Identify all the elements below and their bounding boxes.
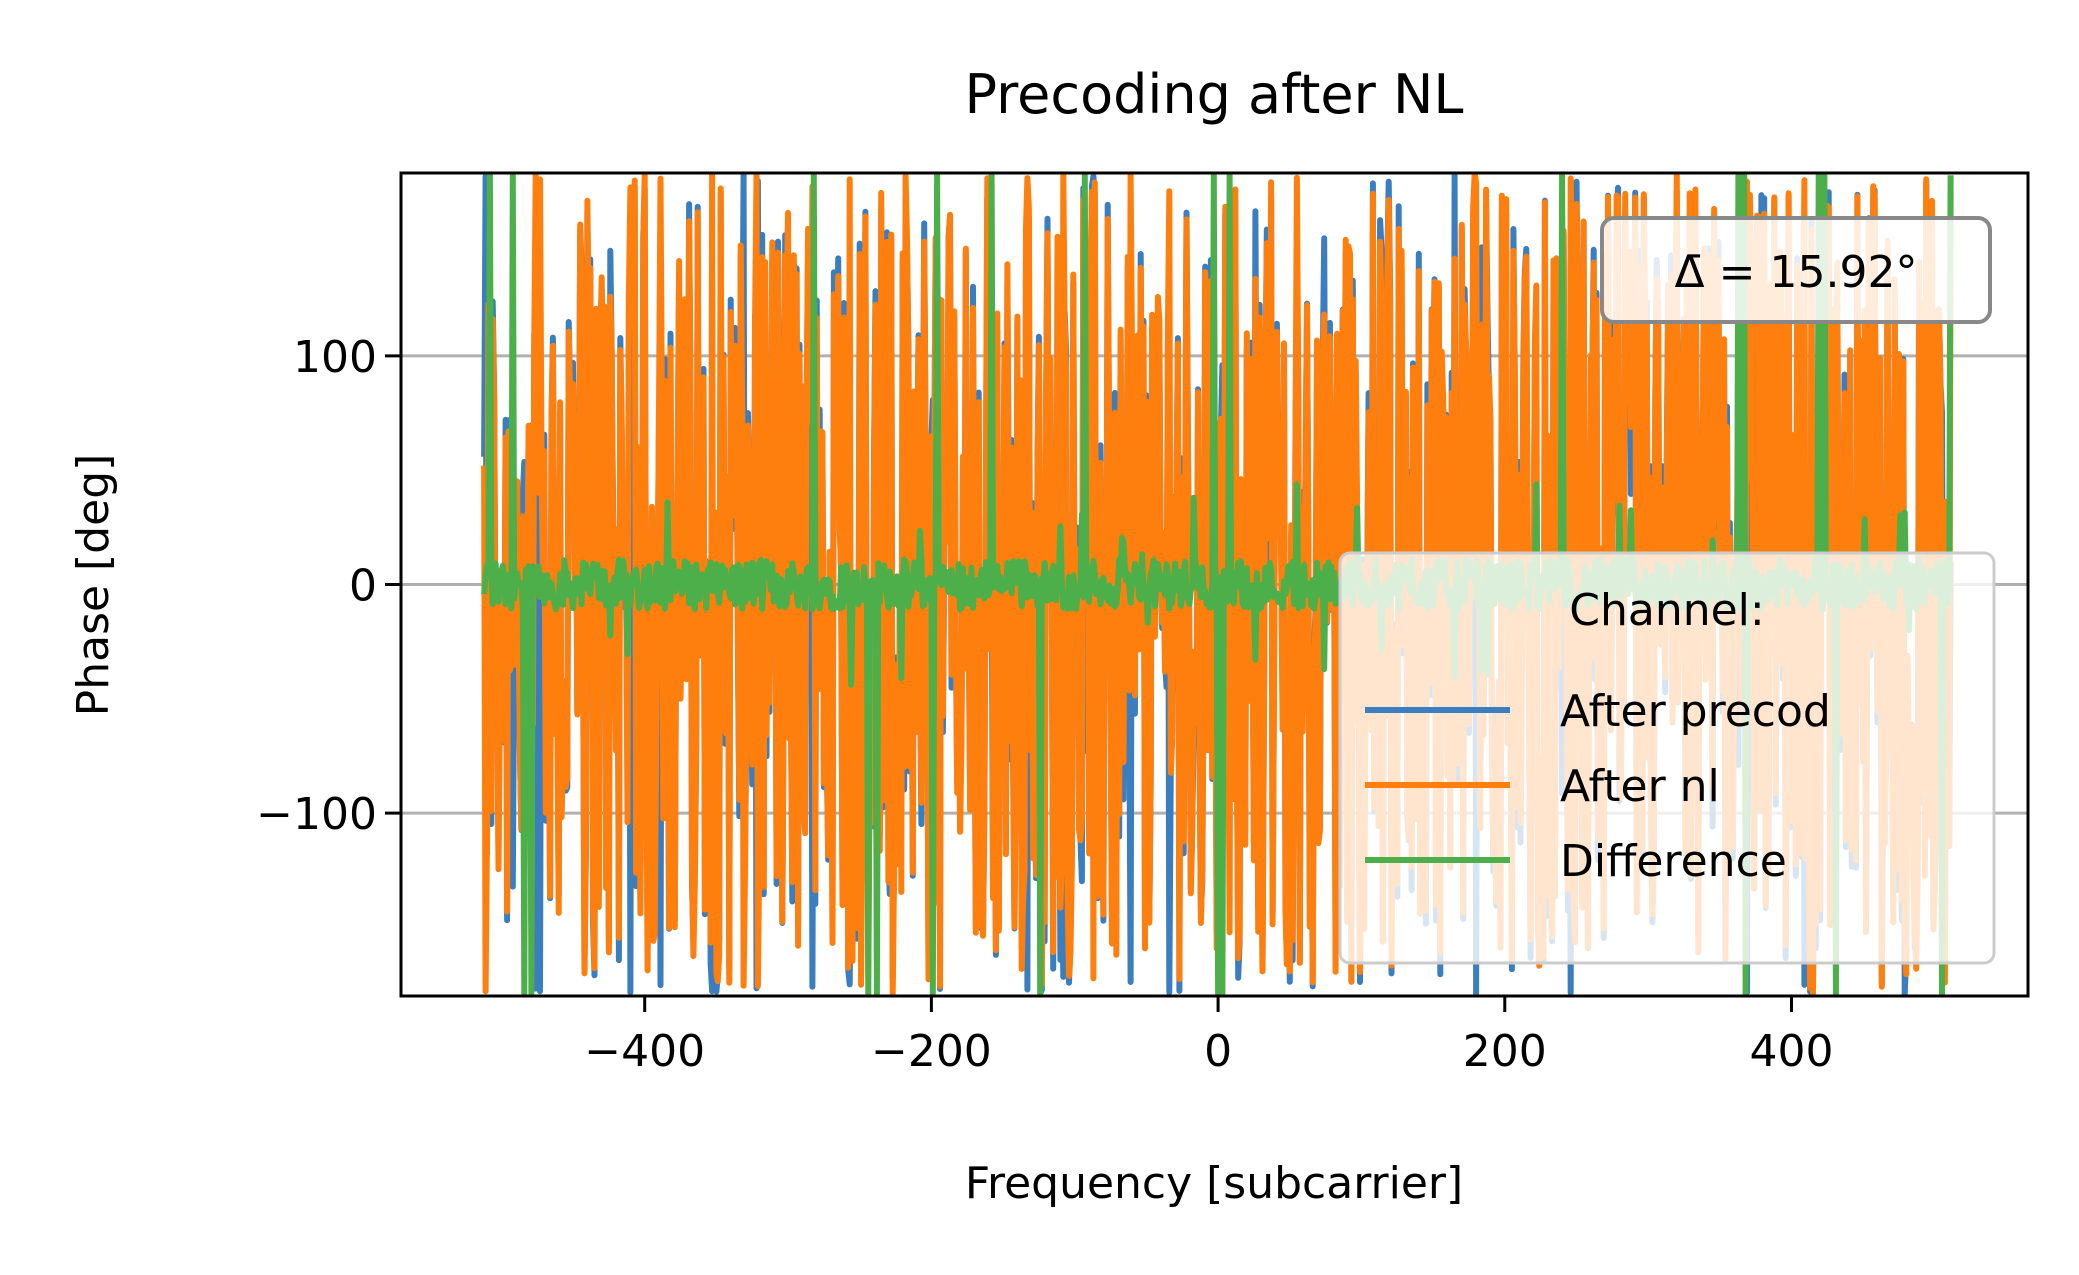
x-tick-label: −200 bbox=[871, 1026, 992, 1077]
y-tick-label: −100 bbox=[256, 789, 377, 840]
x-tick-label: 0 bbox=[1204, 1026, 1232, 1077]
x-tick-label: 400 bbox=[1749, 1026, 1833, 1077]
x-axis-label: Frequency [subcarrier] bbox=[965, 1158, 1463, 1209]
x-axis: −400 −200 0 200 400 bbox=[584, 996, 1833, 1077]
x-tick-label: 200 bbox=[1463, 1026, 1547, 1077]
y-axis: −100 0 100 bbox=[256, 332, 401, 840]
legend-entry-label: After nl bbox=[1560, 761, 1720, 812]
annotation-text: Δ̄ = 15.92° bbox=[1675, 247, 1918, 298]
legend-entry-label: Difference bbox=[1560, 836, 1787, 887]
y-axis-label: Phase [deg] bbox=[68, 454, 119, 717]
y-tick-label: 0 bbox=[349, 561, 377, 612]
y-tick-label: 100 bbox=[293, 332, 377, 383]
chart-title: Precoding after NL bbox=[965, 63, 1464, 126]
legend: Channel: After precod After nl Difference bbox=[1338, 551, 1996, 965]
mean-difference-annotation: Δ̄ = 15.92° bbox=[1600, 216, 1992, 324]
x-tick-label: −400 bbox=[584, 1026, 705, 1077]
legend-title: Channel: bbox=[1569, 585, 1764, 636]
legend-entry-label: After precod bbox=[1560, 686, 1831, 737]
